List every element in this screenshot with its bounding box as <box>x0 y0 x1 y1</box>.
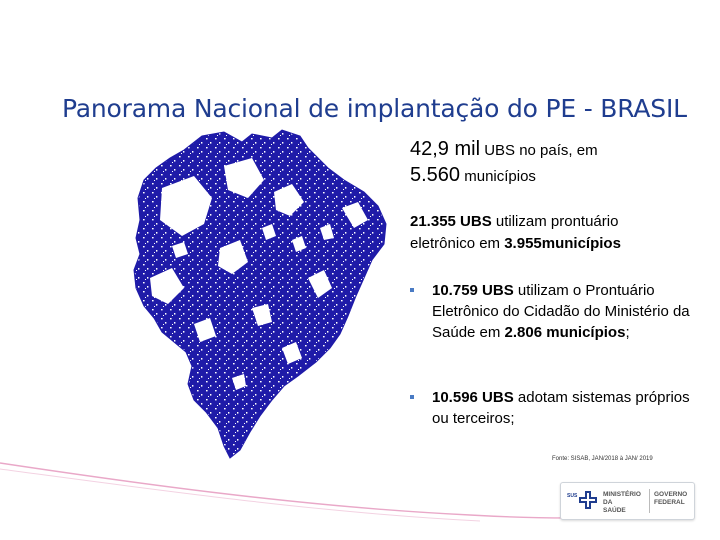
government-name: GOVERNO FEDERAL <box>654 491 688 506</box>
source-note: Fonte: SISAB, JAN/2018 à JAN/ 2019 <box>552 456 653 462</box>
ministry-logo: SUS MINISTÉRIO DA SAÚDE GOVERNO FEDERAL <box>560 482 695 520</box>
bullet-marker-icon <box>410 395 414 399</box>
list-item: 10.759 UBS utilizam o Prontuário Eletrôn… <box>410 280 700 343</box>
ministry-name: MINISTÉRIO DA SAÚDE <box>603 491 641 514</box>
sus-label: SUS <box>567 493 578 499</box>
electronic-record-stat: 21.355 UBS utilizam prontuário eletrônic… <box>410 213 621 252</box>
bullet-marker-icon <box>410 288 414 292</box>
page-title: Panorama Nacional de implantação do PE -… <box>62 94 687 123</box>
logo-divider <box>649 489 650 513</box>
list-item: 10.596 UBS adotam sistemas próprios ou t… <box>410 387 700 429</box>
brazil-map <box>133 129 387 459</box>
sus-cross-icon <box>579 491 597 509</box>
ubs-country-stat: 42,9 mil UBS no país, em 5.560 município… <box>410 138 598 186</box>
